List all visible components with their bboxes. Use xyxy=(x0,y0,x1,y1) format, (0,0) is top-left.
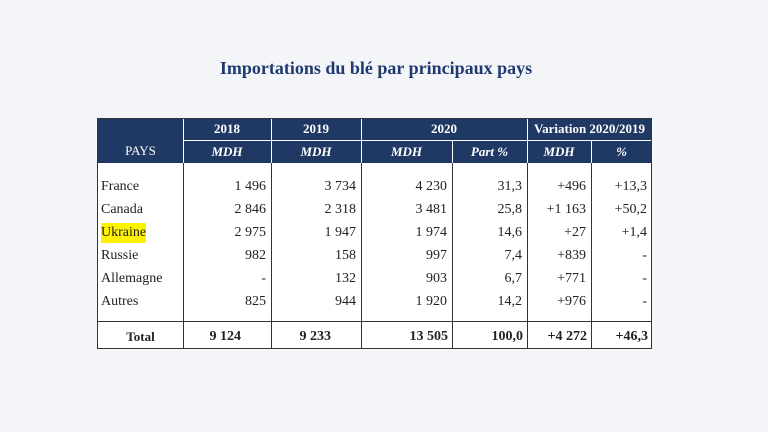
header-cell: 2019 xyxy=(271,121,361,137)
cell: 1 920 xyxy=(415,294,448,309)
header-cell: % xyxy=(591,144,652,160)
total-cell: 9 233 xyxy=(299,329,332,344)
cell: +50,2 xyxy=(614,202,647,217)
cell: - xyxy=(261,271,266,286)
header-divider xyxy=(183,140,651,141)
cell: 2 846 xyxy=(234,202,267,217)
total-cell: 100,0 xyxy=(491,329,524,344)
total-cell: +4 272 xyxy=(547,329,587,344)
header-cell: PAYS xyxy=(98,143,183,163)
header-divider xyxy=(591,141,592,163)
header-cell: Part % xyxy=(452,144,527,160)
cell: 944 xyxy=(335,294,356,309)
table: PAYS 2018 2019 2020 Variation 2020/2019 MDH MD… xyxy=(97,118,652,349)
cell: 6,7 xyxy=(504,271,523,286)
header-cell: MDH xyxy=(527,144,591,160)
cell: - xyxy=(642,248,647,263)
cell: 3 481 xyxy=(415,202,448,217)
cell: 903 xyxy=(426,271,447,286)
cell: 2 318 xyxy=(324,202,357,217)
row-label: Allemagne xyxy=(101,271,163,286)
cell: 25,8 xyxy=(497,202,523,217)
column-line xyxy=(183,163,184,348)
column-line xyxy=(591,163,592,348)
cell: 1 496 xyxy=(234,179,267,194)
header-divider xyxy=(527,119,528,163)
column-line xyxy=(271,163,272,348)
title: Importations du blé par principaux pays xyxy=(219,58,533,78)
cell: 982 xyxy=(245,248,266,263)
cell: +771 xyxy=(557,271,586,286)
cell: +839 xyxy=(557,248,586,263)
row-label: Canada xyxy=(101,202,143,217)
header-divider xyxy=(452,141,453,163)
column-line xyxy=(527,163,528,348)
header-cell: MDH xyxy=(361,144,452,160)
header-divider xyxy=(271,119,272,163)
cell: - xyxy=(642,271,647,286)
cell: - xyxy=(642,294,647,309)
column-line xyxy=(452,163,453,348)
row-line xyxy=(98,321,651,322)
header-cell: MDH xyxy=(183,144,271,160)
cell: 997 xyxy=(426,248,447,263)
header-cell: MDH xyxy=(271,144,361,160)
row-label: Russie xyxy=(101,248,139,263)
row-label: Autres xyxy=(101,294,139,309)
cell: 4 230 xyxy=(415,179,448,194)
cell: 7,4 xyxy=(504,248,523,263)
header-divider xyxy=(361,119,362,163)
total-label: Total xyxy=(126,329,155,344)
cell: +1 163 xyxy=(546,202,586,217)
cell: 1 947 xyxy=(324,225,357,240)
cell: 31,3 xyxy=(497,179,523,194)
header-cell: 2018 xyxy=(183,121,271,137)
cell: 1 974 xyxy=(415,225,448,240)
cell: +496 xyxy=(557,179,586,194)
total-cell: +46,3 xyxy=(615,329,648,344)
cell: +27 xyxy=(564,225,586,240)
cell: 825 xyxy=(245,294,266,309)
header-cell: 2020 xyxy=(361,121,527,137)
row-label: France xyxy=(101,179,140,194)
cell: 158 xyxy=(335,248,356,263)
cell: 132 xyxy=(335,271,356,286)
total-cell: 9 124 xyxy=(209,329,242,344)
cell: +1,4 xyxy=(621,225,647,240)
header-cell: Variation 2020/2019 xyxy=(527,121,652,137)
cell: 2 975 xyxy=(234,225,267,240)
cell: 14,2 xyxy=(497,294,523,309)
header-divider xyxy=(183,119,184,163)
cell: +976 xyxy=(557,294,586,309)
row-label: Ukraine xyxy=(101,223,147,243)
column-line xyxy=(361,163,362,348)
cell: 3 734 xyxy=(324,179,357,194)
cell: 14,6 xyxy=(497,225,523,240)
cell: +13,3 xyxy=(614,179,647,194)
total-cell: 13 505 xyxy=(409,329,449,344)
